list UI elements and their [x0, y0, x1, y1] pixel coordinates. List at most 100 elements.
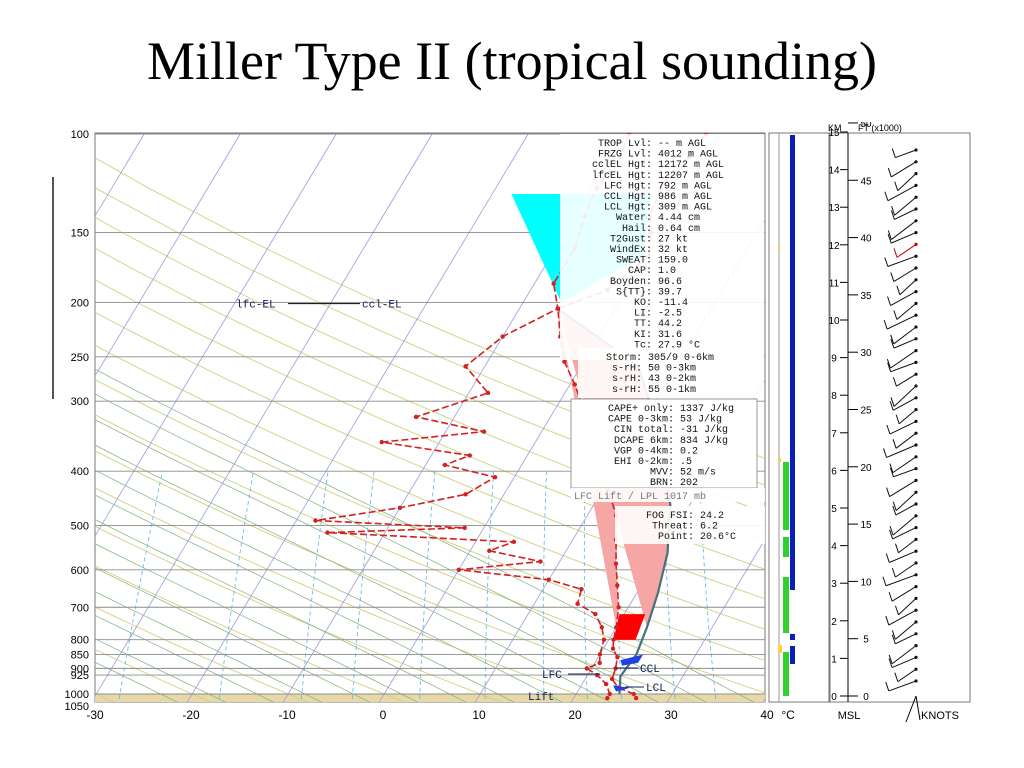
dewpoint-profile-point — [575, 601, 580, 606]
wind-barb-point — [914, 408, 918, 412]
cape-row-label: VGP 0-4km: — [614, 445, 674, 457]
wind-barb-feather — [895, 414, 900, 424]
pressure-tick-label: 1000 — [65, 689, 89, 701]
wind-barb-feather — [889, 401, 894, 411]
wind-barb-staff — [888, 609, 917, 626]
wind-barb-point — [914, 573, 918, 577]
dry-adiabat-line — [95, 216, 765, 513]
indicator-yellow-bar — [778, 458, 781, 462]
moist-adiabat-line — [95, 368, 755, 702]
wind-barb-feather — [891, 148, 896, 158]
wind-barb-feather — [883, 448, 888, 458]
indicator-blue-bar — [790, 135, 795, 590]
km-tick-label: 2 — [831, 617, 837, 628]
wind-barb-feather — [894, 672, 899, 682]
stats-row-value: 4.44 cm — [658, 213, 700, 224]
wind-barb-staff — [895, 633, 917, 645]
fog-row-label: FOG FSI: — [646, 511, 694, 522]
temperature-unit-label: °C — [781, 708, 795, 722]
stats-row-value: 27 kt — [658, 233, 688, 245]
ft-tick-label: 50 — [860, 122, 872, 130]
dewpoint-profile-line — [315, 133, 630, 699]
moist-adiabat-line — [95, 638, 227, 702]
storm-row-value: 50 0-3km — [648, 363, 696, 375]
fog-row-label: Threat: — [652, 521, 694, 533]
temperature-profile-point — [562, 359, 567, 364]
wind-barb-feather — [883, 319, 888, 330]
fog-row-value: 6.2 — [700, 522, 718, 533]
wind-barb-point — [914, 467, 918, 471]
temperature-profile-point — [610, 646, 616, 651]
wind-barb-feather — [886, 487, 891, 497]
storm-row-value: 43 0-2km — [648, 373, 696, 385]
wind-barb-staff — [893, 385, 917, 407]
dewpoint-profile-point — [538, 559, 543, 564]
dewpoint-profile-point — [500, 334, 505, 339]
moist-adiabat-line — [95, 614, 275, 702]
lcl-marker — [613, 685, 630, 692]
wind-barb-staff — [890, 291, 917, 306]
cape-row-label: BRN: — [650, 478, 674, 489]
km-tick-label: 15 — [828, 128, 840, 139]
pressure-tick-label: 1050 — [65, 701, 89, 713]
wind-barb-staff — [915, 695, 921, 721]
stats-row-label: T2Gust: — [610, 234, 652, 245]
mixing-ratio-line — [218, 471, 254, 702]
lift-caption-box — [571, 488, 765, 502]
wind-barb-point — [914, 431, 918, 435]
wind-barb-point — [914, 372, 918, 376]
dewpoint-profile-point — [481, 429, 487, 434]
dewpoint-profile-point — [397, 505, 403, 510]
wind-barb-point — [914, 195, 918, 199]
dewpoint-profile-point — [463, 364, 468, 369]
stats-row-value: 986 m AGL — [658, 192, 712, 203]
temperature-profile-point — [572, 382, 577, 387]
temperature-profile-point — [555, 306, 561, 311]
ft-tick-label: 5 — [863, 635, 869, 646]
wind-barb-point — [914, 596, 918, 600]
wind-barb-feather — [884, 257, 889, 267]
dry-adiabat-line — [95, 606, 309, 702]
wind-barb-feather — [889, 525, 894, 536]
wind-barb-feather — [893, 310, 898, 320]
temperature-profile-point — [611, 637, 616, 642]
wind-barb-staff — [893, 326, 917, 345]
stats-row-label: S{TT}: — [616, 286, 652, 298]
dry-adiabat-line — [95, 648, 212, 702]
slide-title: Miller Type II (tropical sounding) — [146, 31, 878, 91]
pressure-tick-label: 400 — [71, 466, 89, 478]
moist-adiabat-line — [95, 393, 707, 702]
wind-barb-staff — [891, 656, 917, 668]
wind-barb-staff — [886, 314, 917, 330]
stats-row-value: 1.0 — [658, 266, 676, 277]
moist-adiabat-line — [95, 494, 515, 702]
pressure-tick-label: 925 — [71, 670, 89, 682]
temperature-tick-label: 40 — [760, 708, 774, 722]
stats-row-label: FRZG Lvl: — [598, 149, 652, 161]
wind-barb-feather — [891, 630, 896, 640]
km-tick-label: 14 — [828, 166, 840, 177]
stats-row-label: CCL Hgt: — [604, 192, 652, 203]
stats-row-label: LI: — [634, 309, 652, 320]
pressure-tick-label: 700 — [71, 602, 89, 614]
km-tick-label: 12 — [828, 241, 840, 252]
wind-barb-feather — [887, 167, 892, 178]
wind-barb-feather — [884, 191, 889, 201]
cape-row-value: 53 J/kg — [680, 414, 722, 426]
stats-box-1 — [560, 134, 764, 360]
moist-adiabat-line — [95, 444, 611, 702]
pressure-tick-label: 300 — [71, 396, 89, 408]
wind-barb-point — [914, 632, 918, 636]
indicator-green-bar — [783, 537, 789, 557]
lcl-label: LCL — [646, 683, 666, 695]
wind-barb-feather — [885, 681, 890, 692]
stats-row-value: 39.7 — [658, 287, 682, 298]
stats-row-label: Water: — [616, 213, 652, 224]
wind-barb-feather — [890, 334, 895, 345]
pressure-tick-label: 100 — [71, 129, 89, 141]
wind-barb-staff — [898, 409, 917, 425]
temperature-tick-label: 20 — [568, 708, 582, 722]
stats-row-label: LCL Hgt: — [604, 203, 652, 214]
wind-barb-staff — [888, 680, 917, 692]
dewpoint-profile-point — [492, 474, 498, 480]
